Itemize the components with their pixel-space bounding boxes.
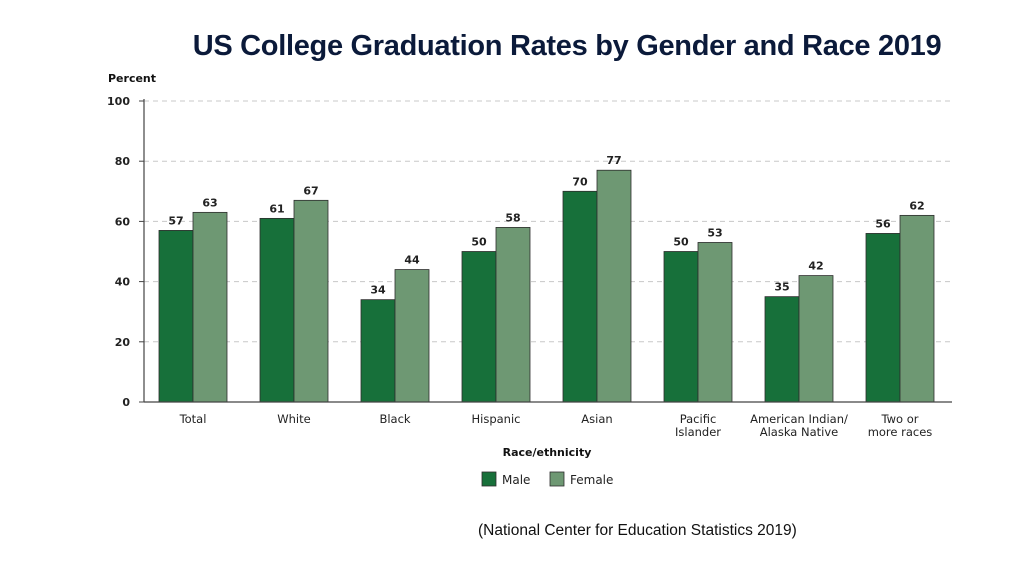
y-tick-label: 80: [115, 155, 131, 168]
value-label: 61: [269, 202, 284, 215]
bar-female: [293, 199, 329, 403]
category-label: White: [277, 412, 310, 426]
bar-female: [697, 242, 733, 403]
value-label: 77: [606, 154, 621, 167]
bar-male: [259, 217, 295, 403]
value-label: 50: [471, 236, 487, 249]
value-label: 67: [303, 184, 318, 197]
legend-swatch-male: [481, 471, 497, 487]
value-label: 62: [909, 199, 924, 212]
bar-male: [562, 190, 598, 403]
legend-label-female: Female: [570, 473, 613, 487]
source-note: (National Center for Education Statistic…: [478, 522, 797, 539]
bar-female: [192, 211, 228, 403]
y-tick-label: 20: [115, 336, 131, 349]
value-label: 57: [168, 214, 183, 227]
y-tick-label: 40: [115, 276, 131, 289]
bar-male: [865, 233, 901, 403]
category-label: American Indian/Alaska Native: [750, 412, 848, 439]
category-label: Total: [179, 412, 207, 426]
value-label: 56: [875, 217, 891, 230]
category-label: Two or more races: [868, 412, 933, 439]
category-label: Pacific Islander: [675, 412, 721, 439]
bar-female: [495, 227, 531, 403]
y-tick-label: 60: [115, 215, 131, 228]
bar-male: [461, 251, 497, 403]
category-label: Black: [379, 412, 410, 426]
value-label: 58: [505, 211, 520, 224]
value-label: 35: [774, 281, 789, 294]
y-axis-title: Percent: [108, 72, 156, 85]
value-label: 50: [673, 236, 689, 249]
value-label: 53: [707, 226, 722, 239]
bar-male: [360, 299, 396, 403]
category-label: Hispanic: [472, 412, 521, 426]
value-label: 44: [404, 254, 420, 267]
x-axis-title: Race/ethnicity: [503, 446, 592, 459]
value-label: 70: [572, 175, 588, 188]
bar-female: [798, 275, 834, 403]
bar-male: [764, 296, 800, 403]
bar-female: [899, 214, 935, 403]
value-label: 63: [202, 196, 217, 209]
y-tick-label: 100: [107, 95, 130, 108]
bar-male: [663, 251, 699, 403]
value-label: 42: [808, 260, 823, 273]
category-label: Asian: [581, 412, 612, 426]
bar-female: [394, 269, 430, 403]
legend-swatch-female: [549, 471, 565, 487]
chart-title: US College Graduation Rates by Gender an…: [192, 30, 942, 62]
bar-female: [596, 169, 632, 403]
legend-label-male: Male: [502, 473, 530, 487]
y-tick-label: 0: [122, 396, 130, 409]
bar-male: [158, 230, 194, 403]
value-label: 34: [370, 284, 386, 297]
